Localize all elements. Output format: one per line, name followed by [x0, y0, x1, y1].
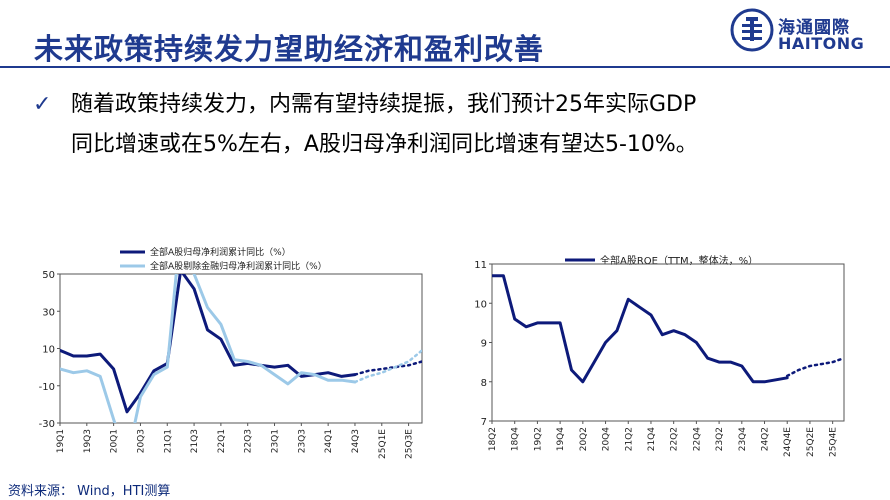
x-tick-label: 18Q4: [511, 427, 521, 452]
legend-label-roe: 全部A股ROE（TTM，整体法，%）: [600, 254, 758, 267]
x-tick-label: 24Q4E: [783, 427, 793, 457]
x-tick-label: 19Q3: [83, 429, 93, 453]
x-tick-label: 21Q3: [190, 429, 200, 453]
x-tick-label: 22Q3: [244, 429, 254, 453]
x-tick-label: 24Q1: [324, 429, 334, 453]
x-tick-label: 22Q4: [692, 427, 702, 452]
x-tick-label: 19Q1: [56, 429, 66, 453]
x-tick-label: 23Q1: [271, 429, 281, 453]
legend-label-series-2: 全部A股剔除金融归母净利润累计同比（%）: [150, 260, 327, 272]
series-line-1: [60, 274, 357, 423]
y-tick-label: 30: [42, 307, 55, 318]
forecast-line-3: [353, 349, 422, 384]
y-tick-label: 8: [481, 378, 487, 389]
x-tick-label: 20Q1: [110, 429, 120, 453]
x-tick-label: 20Q2: [579, 427, 589, 451]
source-note: 资料来源： Wind，HTI测算: [8, 484, 171, 499]
x-tick-label: 25Q3E: [405, 429, 415, 459]
y-tick-label: -10: [39, 382, 55, 393]
profit-growth-chart: 全部A股归母净利润累计同比（%） 全部A股剔除金融归母净利润累计同比（%） 50…: [39, 246, 423, 459]
series-line-0: [60, 274, 357, 414]
series-line-0: [492, 274, 789, 384]
plot-frame: [491, 263, 845, 422]
y-tick-label: 50: [42, 270, 55, 281]
x-tick-label: 21Q4: [647, 427, 657, 452]
x-tick-label: 24Q2: [761, 427, 771, 451]
x-tick-label: 19Q2: [533, 427, 543, 451]
bullet-line-1: 随着政策持续发力，内需有望持续提振，我们预计25年实际GDP: [71, 92, 697, 117]
x-tick-label: 25Q2E: [806, 427, 816, 457]
logo: 海通國際 HAITONG: [730, 8, 880, 60]
x-tick-label: 25Q1E: [378, 429, 388, 459]
y-tick-label: -30: [39, 419, 55, 430]
x-tick-label: 23Q3: [297, 429, 307, 453]
y-tick-label: 10: [474, 299, 487, 310]
check-mark-icon: ✓: [33, 92, 52, 117]
logo-english: HAITONG: [778, 34, 865, 53]
title-divider: [0, 66, 890, 68]
x-tick-label: 20Q4: [602, 427, 612, 452]
x-tick-label: 18Q2: [488, 427, 498, 451]
forecast-line-2: [353, 360, 422, 376]
x-tick-label: 24Q3: [351, 429, 361, 453]
logo-chinese: 海通國際: [778, 18, 850, 38]
chart-legend: 全部A股归母净利润累计同比（%） 全部A股剔除金融归母净利润累计同比（%）: [120, 246, 327, 272]
y-tick-label: 10: [42, 345, 55, 356]
x-tick-label: 23Q2: [715, 427, 725, 451]
y-tick-label: 7: [481, 417, 487, 428]
x-tick-label: 20Q3: [136, 429, 146, 453]
page-title: 未来政策持续发力望助经济和盈利改善: [34, 32, 545, 66]
x-tick-label: 19Q4: [556, 427, 566, 452]
bullet-line-2: 同比增速或在5%左右，A股归母净利润同比增速有望达5-10%。: [71, 132, 698, 157]
x-tick-label: 21Q2: [624, 427, 634, 451]
chart-legend: 全部A股ROE（TTM，整体法，%）: [565, 254, 758, 267]
y-tick-label: 11: [474, 260, 487, 271]
haitong-logo-icon: [730, 8, 774, 52]
x-tick-label: 22Q2: [670, 427, 680, 451]
legend-label-series-1: 全部A股归母净利润累计同比（%）: [150, 246, 291, 258]
plot-frame: [59, 273, 423, 424]
x-tick-label: 23Q4: [738, 427, 748, 452]
x-tick-label: 21Q1: [163, 429, 173, 453]
forecast-line-1: [785, 356, 844, 378]
y-tick-label: 9: [481, 339, 487, 350]
x-tick-label: 22Q1: [217, 429, 227, 453]
x-tick-label: 25Q4E: [829, 427, 839, 457]
